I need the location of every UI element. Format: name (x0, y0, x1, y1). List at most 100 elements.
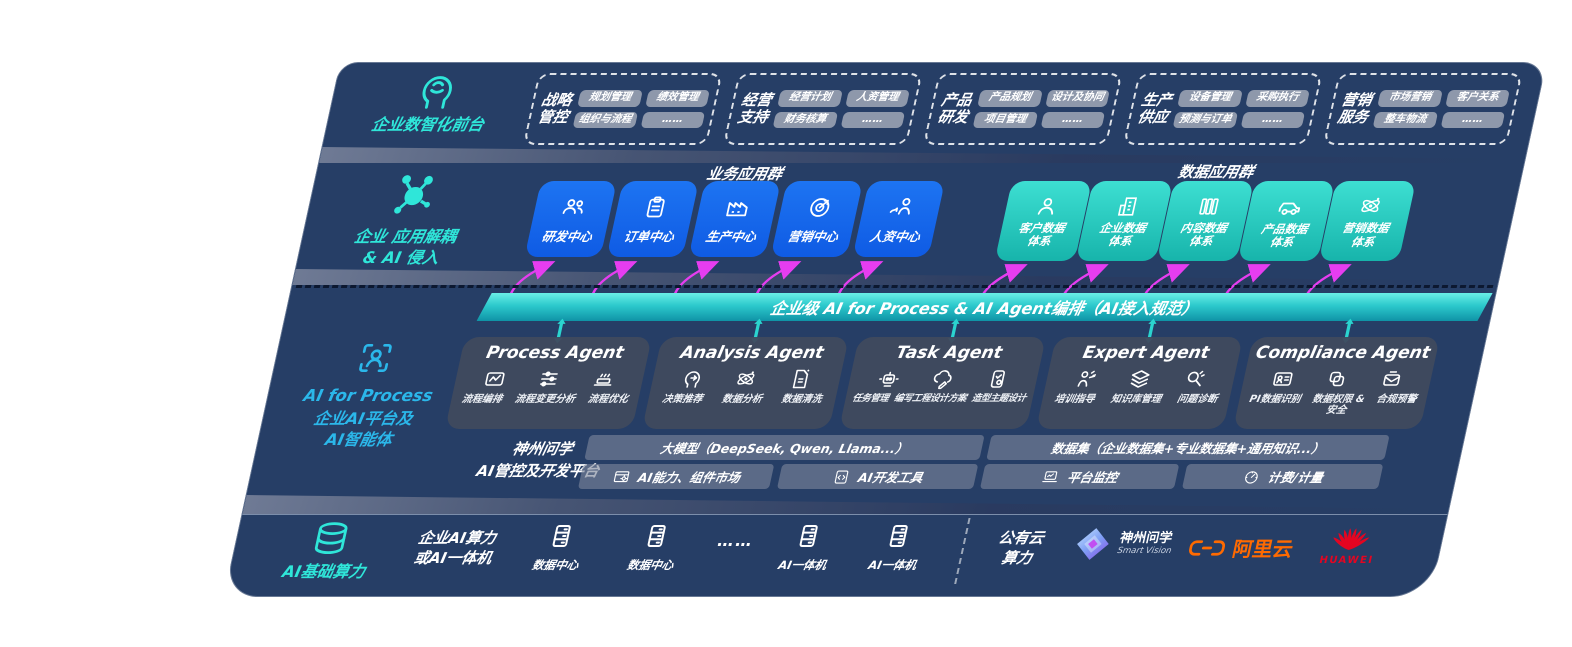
person-icon (1031, 194, 1061, 219)
phone-check-icon (983, 367, 1012, 391)
factory-icon (721, 194, 754, 221)
chip: …… (1040, 111, 1106, 129)
model-bar: 大模型（DeepSeek, Qwen, Llama...） (584, 435, 985, 460)
chip: 经营计划 (777, 89, 843, 107)
public-cloud-label: 公有云 算力 (996, 529, 1046, 567)
chip: 绩效管理 (644, 89, 710, 107)
app-box-rnd-center: 研发中心 (524, 181, 618, 257)
agent-item-label: 数据分析 (720, 394, 764, 405)
node-label: AI一体机 (866, 558, 918, 572)
chip: 整车物流 (1372, 111, 1438, 129)
enterprise-compute-label: 企业AI算力 或AI一体机 (412, 529, 498, 567)
billing-bar: 计费/计量 (1181, 464, 1384, 489)
atom-icon (732, 367, 761, 391)
node-label: AI一体机 (776, 558, 828, 572)
chip: …… (840, 111, 906, 129)
group-title: 经营 支持 (736, 90, 774, 126)
alicloud-brackets-logo (1185, 538, 1229, 558)
agent-item-label: 知识库管理 (1109, 394, 1163, 405)
dataset-bar: 数据集（企业数据集+专业数据集+通用知识...） (986, 435, 1390, 460)
devtool-bar: AI开发工具 (776, 464, 979, 489)
agent-card-expert: Expert Agent 培训指导 知识库管理 问题诊断 (1035, 337, 1244, 429)
front-office-label: 企业数智化前台 (369, 115, 486, 134)
agent-item-label: 流程优化 (586, 394, 630, 405)
person-trend-icon (885, 194, 918, 221)
band-separator-2 (292, 269, 1500, 285)
agent-item-label: 任务管理 (851, 393, 890, 404)
cloud-divider (954, 518, 971, 584)
devtool-bar-label: AI开发工具 (856, 470, 925, 485)
brain-head-icon (409, 67, 465, 113)
node-ai-appliance-2: AI一体机 (849, 521, 944, 573)
data-box-label: 营销数据 体系 (1341, 221, 1391, 249)
car-icon (1273, 193, 1306, 220)
server-icon (638, 521, 675, 551)
permission-icon (1323, 367, 1352, 391)
head-idea-icon (677, 367, 706, 391)
agent-title: Analysis Agent (678, 343, 826, 363)
database-icon (304, 518, 358, 562)
clipboard-icon (639, 194, 672, 221)
chip: 财务核算 (772, 111, 838, 129)
coach-icon (1071, 367, 1100, 391)
chip: 采购执行 (1244, 89, 1310, 107)
agent-item-label: 数据权限 & 安全 (1311, 394, 1366, 416)
agent-title: Process Agent (484, 343, 626, 363)
app-box-marketing-center: 营销中心 (770, 181, 864, 257)
laptop-chart-icon (1040, 468, 1062, 486)
group-strategy: 战略 管控 规划管理 绩效管理 组织与流程 …… (522, 73, 723, 145)
agent-item-label: 培训指导 (1053, 394, 1096, 405)
agent-title: Compliance Agent (1253, 343, 1433, 363)
group-title: 营销 服务 (1336, 90, 1374, 126)
data-box-label: 客户数据 体系 (1017, 220, 1067, 248)
atom-icon (1355, 193, 1387, 219)
partner-huawei: HUAWEI (1317, 515, 1384, 566)
chip: 项目管理 (972, 111, 1038, 129)
app-box-hr-center: 人资中心 (852, 181, 946, 257)
code-doc-icon (830, 468, 852, 486)
layer-boundary-dashed-line (295, 285, 1494, 288)
node-datacenter-2: 数据中心 (607, 521, 702, 573)
alicloud-name: 阿里云 (1230, 537, 1296, 561)
group-title: 产品 研发 (936, 90, 974, 126)
node-label: 数据中心 (625, 558, 675, 572)
app-box-label: 生产中心 (704, 228, 758, 244)
chip: 预测与订单 (1172, 111, 1238, 129)
agent-item-label: PI数据识别 (1248, 394, 1302, 405)
group-production-supply: 生产 供应 设备管理 采购执行 预测与订单 …… (1122, 73, 1323, 145)
agent-item-label: 编写工程设计方案 (892, 393, 968, 404)
molecule-icon (382, 169, 445, 221)
node-label: 数据中心 (530, 558, 580, 572)
app-box-production-center: 生产中心 (688, 181, 782, 257)
window-gear-icon (610, 468, 632, 486)
partner-smartvision: 神州问学 Smart Vision (1070, 525, 1177, 563)
ai-platform-label: 企业AI平台及 AI智能体 (312, 409, 415, 449)
data-box-label: 企业数据 体系 (1098, 220, 1148, 248)
chip: 设计及协同 (1044, 89, 1110, 107)
chip: 规划管理 (577, 89, 643, 107)
doc-clean-icon (786, 367, 815, 391)
band-separator-3 (242, 495, 1451, 514)
conveyor-icon (589, 367, 618, 391)
agent-card-compliance: Compliance Agent PI数据识别 数据权限 & 安全 合规预警 (1232, 337, 1441, 429)
diagnose-icon (1180, 367, 1209, 391)
cloud-design-icon (929, 367, 958, 391)
data-box-label: 内容数据 体系 (1179, 220, 1229, 248)
smartvision-name: 神州问学 (1118, 531, 1174, 547)
chip: …… (640, 111, 706, 129)
billing-bar-label: 计费/计量 (1266, 470, 1325, 485)
group-product-rnd: 产品 研发 产品规划 设计及协同 项目管理 …… (922, 73, 1123, 145)
app-box-label: 研发中心 (540, 228, 594, 244)
chip: 市场营销 (1377, 89, 1443, 107)
server-icon (880, 521, 917, 551)
node-ai-appliance-1: AI一体机 (759, 521, 854, 573)
robot-icon (874, 367, 903, 391)
monitor-bar: 平台监控 (979, 464, 1180, 489)
agent-item-label: 数据清洗 (780, 394, 823, 405)
chip: 产品规划 (977, 89, 1043, 107)
app-box-label: 人资中心 (868, 228, 922, 244)
agent-title: Task Agent (894, 343, 1004, 363)
team-icon (557, 194, 590, 221)
agent-card-task: Task Agent 任务管理 编写工程设计方案 造型主题设计 (838, 337, 1047, 429)
partner-alicloud: 阿里云 (1184, 533, 1296, 562)
